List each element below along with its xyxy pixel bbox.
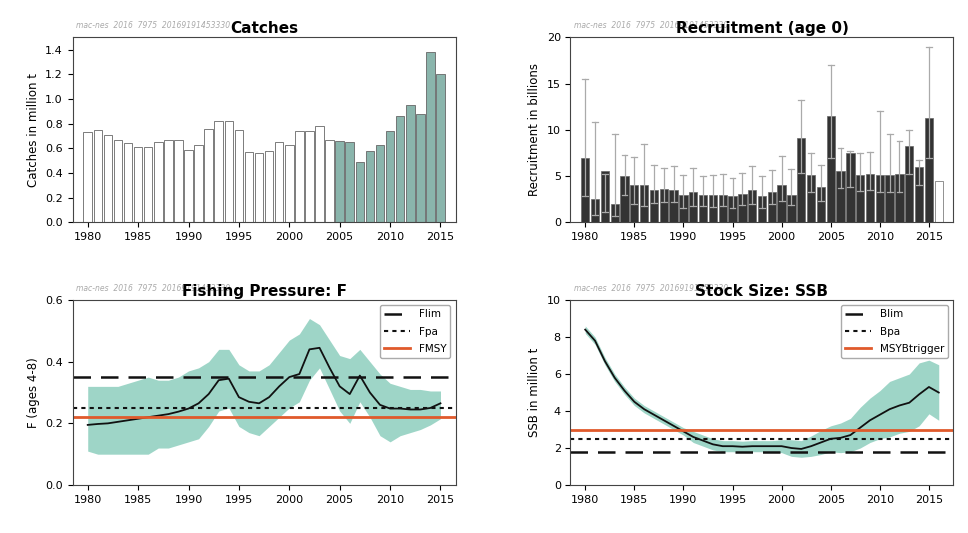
Bar	[416, 114, 425, 222]
Bar	[640, 185, 649, 222]
Bar	[620, 176, 628, 222]
Y-axis label: Recruitment in billions: Recruitment in billions	[529, 63, 541, 196]
Bar	[255, 154, 263, 222]
Bar	[215, 121, 223, 222]
Bar	[124, 143, 133, 222]
Bar	[630, 185, 639, 222]
Bar	[295, 131, 304, 222]
Bar	[934, 181, 943, 222]
Title: Stock Size: SSB: Stock Size: SSB	[695, 284, 829, 299]
Bar	[728, 197, 737, 222]
Bar	[154, 142, 163, 222]
Title: Fishing Pressure: F: Fishing Pressure: F	[182, 284, 347, 299]
Text: mac-nes  2016  7975  20169191453330: mac-nes 2016 7975 20169191453330	[574, 284, 729, 293]
Bar	[144, 147, 153, 222]
Bar	[611, 204, 619, 222]
Legend: Blim, Bpa, MSYBtrigger: Blim, Bpa, MSYBtrigger	[841, 305, 949, 358]
Bar	[924, 118, 933, 222]
Bar	[225, 121, 233, 222]
Bar	[581, 158, 590, 222]
Bar	[865, 174, 874, 222]
Bar	[836, 172, 845, 222]
Bar	[650, 190, 658, 222]
Y-axis label: SSB in million t: SSB in million t	[529, 348, 541, 437]
Bar	[437, 74, 444, 222]
Bar	[590, 199, 599, 222]
Bar	[670, 190, 678, 222]
Text: mac-nes  2016  7975  20169191453330: mac-nes 2016 7975 20169191453330	[574, 21, 729, 30]
Title: Catches: Catches	[230, 21, 298, 36]
Bar	[355, 162, 364, 222]
Y-axis label: F (ages 4-8): F (ages 4-8)	[26, 357, 40, 428]
Text: mac-nes  2016  7975  20169191453330: mac-nes 2016 7975 20169191453330	[76, 284, 230, 293]
Bar	[601, 172, 609, 222]
Bar	[406, 105, 414, 222]
Y-axis label: Catches in million t: Catches in million t	[26, 73, 40, 187]
Bar	[659, 189, 668, 222]
Bar	[305, 131, 314, 222]
Title: Recruitment (age 0): Recruitment (age 0)	[676, 21, 848, 36]
Bar	[113, 140, 122, 222]
Bar	[245, 152, 254, 222]
Bar	[807, 175, 815, 222]
Bar	[689, 192, 697, 222]
Bar	[134, 147, 142, 222]
Bar	[817, 187, 825, 222]
Bar	[846, 153, 855, 222]
Bar	[426, 52, 435, 222]
Bar	[718, 195, 727, 222]
Bar	[285, 144, 293, 222]
Bar	[335, 141, 344, 222]
Bar	[787, 195, 796, 222]
Bar	[739, 193, 746, 222]
Bar	[876, 175, 884, 222]
Bar	[366, 151, 375, 222]
Bar	[346, 142, 354, 222]
Bar	[325, 140, 334, 222]
Bar	[886, 175, 893, 222]
Bar	[699, 195, 708, 222]
Bar	[777, 185, 786, 222]
Legend: Flim, Fpa, FMSY: Flim, Fpa, FMSY	[380, 305, 450, 358]
Bar	[915, 167, 923, 222]
Bar	[386, 131, 394, 222]
Bar	[265, 151, 273, 222]
Bar	[376, 144, 384, 222]
Bar	[905, 147, 914, 222]
Bar	[174, 140, 183, 222]
Bar	[316, 126, 324, 222]
Bar	[195, 144, 203, 222]
Bar	[234, 130, 243, 222]
Bar	[797, 138, 805, 222]
Bar	[184, 150, 193, 222]
Bar	[856, 175, 864, 222]
Bar	[895, 174, 904, 222]
Bar	[748, 190, 756, 222]
Bar	[396, 116, 405, 222]
Bar	[83, 132, 92, 222]
Bar	[768, 192, 776, 222]
Bar	[275, 142, 284, 222]
Bar	[709, 196, 717, 222]
Bar	[164, 140, 172, 222]
Bar	[827, 116, 835, 222]
Bar	[680, 196, 687, 222]
Bar	[758, 197, 766, 222]
Bar	[204, 128, 213, 222]
Text: mac-nes  2016  7975  20169191453330: mac-nes 2016 7975 20169191453330	[76, 21, 230, 30]
Bar	[104, 135, 112, 222]
Bar	[94, 130, 102, 222]
